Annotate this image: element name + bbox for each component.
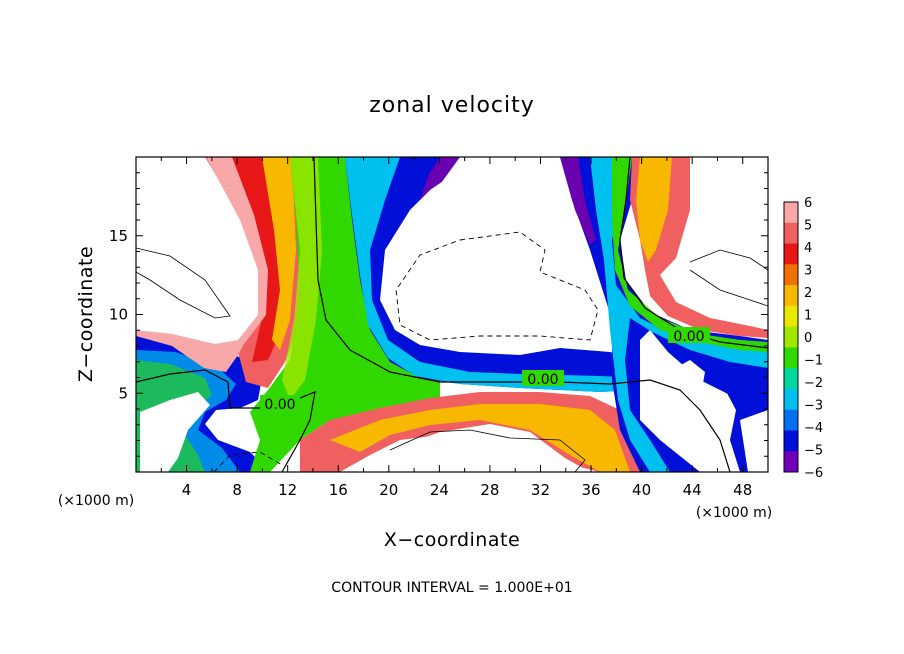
field-region-lower-left-white bbox=[140, 392, 210, 472]
contour-label-bg-2 bbox=[522, 370, 564, 386]
x-tick-label: 4 bbox=[182, 481, 192, 499]
colorbar-swatch bbox=[784, 368, 798, 390]
field-region-lower-white bbox=[360, 424, 590, 472]
colorbar-swatch bbox=[784, 451, 798, 473]
colorbar-swatch bbox=[784, 285, 798, 307]
x-tick-label: 48 bbox=[733, 481, 752, 499]
x-tick-label: 12 bbox=[278, 481, 297, 499]
colorbar-swatch bbox=[784, 305, 798, 328]
field-region-center-yellow bbox=[282, 157, 322, 400]
field-region-center-column bbox=[250, 157, 440, 472]
colorbar-label: 2 bbox=[804, 286, 812, 301]
field-region-right-lower-white bbox=[664, 360, 705, 418]
field-region-left-orange bbox=[262, 157, 296, 350]
contour-zero-right bbox=[619, 157, 768, 349]
field-region-central-arc-edge bbox=[420, 157, 462, 200]
colorbar-swatch bbox=[784, 264, 798, 286]
colorbar-frame bbox=[783, 201, 799, 473]
colorbar: 6 5 4 3 2 1 0 −1 −2 −3 −4 −5 −6 bbox=[783, 196, 823, 481]
field-region-right-lower-white2 bbox=[740, 410, 768, 472]
field-region-central-white bbox=[385, 157, 612, 352]
colorbar-label: 5 bbox=[804, 219, 812, 234]
contour-label-center: 0.00 bbox=[527, 372, 558, 388]
x-tick-label: 8 bbox=[232, 481, 242, 499]
contour-thin-upper-left bbox=[136, 247, 231, 319]
contour-thin-upper-right bbox=[689, 249, 768, 307]
colorbar-swatch bbox=[784, 326, 798, 348]
x-axis-label: X−coordinate bbox=[384, 529, 520, 551]
colorbar-swatch bbox=[784, 430, 798, 452]
x-tick-label: 16 bbox=[329, 481, 348, 499]
colorbar-label: 4 bbox=[804, 241, 812, 256]
colorbar-swatch bbox=[784, 409, 798, 431]
field-region-right-warm-inner bbox=[636, 157, 672, 262]
colorbar-label: −2 bbox=[804, 376, 823, 391]
field-region-lower-warm-orange bbox=[330, 404, 630, 472]
y-tick-label: 5 bbox=[118, 384, 128, 402]
x-tick-label: 20 bbox=[379, 481, 398, 499]
y-tick-label: 10 bbox=[109, 306, 128, 324]
chart-title: zonal velocity bbox=[369, 93, 535, 118]
heatmap-field: 0.00 0.00 0.00 bbox=[136, 157, 768, 472]
x-tick-label: 44 bbox=[683, 481, 702, 499]
field-region-central-arc-cyan bbox=[345, 157, 640, 392]
x-axis-multiplier-left: (×1000 m) bbox=[58, 493, 134, 509]
contour-interval-note: CONTOUR INTERVAL = 1.000E+01 bbox=[331, 580, 572, 596]
colorbar-label: −1 bbox=[804, 354, 823, 369]
colorbar-label: −6 bbox=[804, 466, 823, 481]
field-region-right-cyan bbox=[590, 157, 768, 472]
x-tick-label: 24 bbox=[430, 481, 449, 499]
y-axis-label: Z−coordinate bbox=[75, 246, 97, 382]
contour-label-bg-3 bbox=[668, 327, 710, 343]
x-tick-label: 28 bbox=[480, 481, 499, 499]
contour-zero-center bbox=[313, 157, 731, 472]
y-tick-label: 15 bbox=[109, 227, 128, 245]
field-region-right-purple bbox=[560, 157, 596, 245]
contour-label-right: 0.00 bbox=[673, 329, 704, 345]
colorbar-swatch bbox=[784, 202, 798, 224]
colorbar-label: 0 bbox=[804, 331, 812, 346]
x-tick-label: 40 bbox=[632, 481, 651, 499]
colorbar-label: −4 bbox=[804, 421, 823, 436]
x-tick-label: 36 bbox=[581, 481, 600, 499]
contour-label-bg-1 bbox=[260, 395, 300, 411]
contour-dashed-lower-left bbox=[213, 451, 283, 472]
colorbar-swatch bbox=[784, 347, 798, 369]
colorbar-label: −5 bbox=[804, 444, 823, 459]
contour-label-left: 0.00 bbox=[264, 397, 295, 413]
colorbar-swatch bbox=[784, 388, 798, 411]
x-tick-label: 32 bbox=[531, 481, 550, 499]
colorbar-label: 1 bbox=[804, 309, 812, 324]
x-axis-multiplier-right: (×1000 m) bbox=[696, 505, 772, 521]
colorbar-label: 6 bbox=[804, 196, 812, 211]
colorbar-swatch bbox=[784, 222, 798, 245]
colorbar-label: 3 bbox=[804, 264, 812, 279]
colorbar-label: −3 bbox=[804, 399, 823, 414]
contour-thin-lower-center bbox=[389, 429, 586, 472]
colorbar-swatch bbox=[784, 243, 798, 265]
